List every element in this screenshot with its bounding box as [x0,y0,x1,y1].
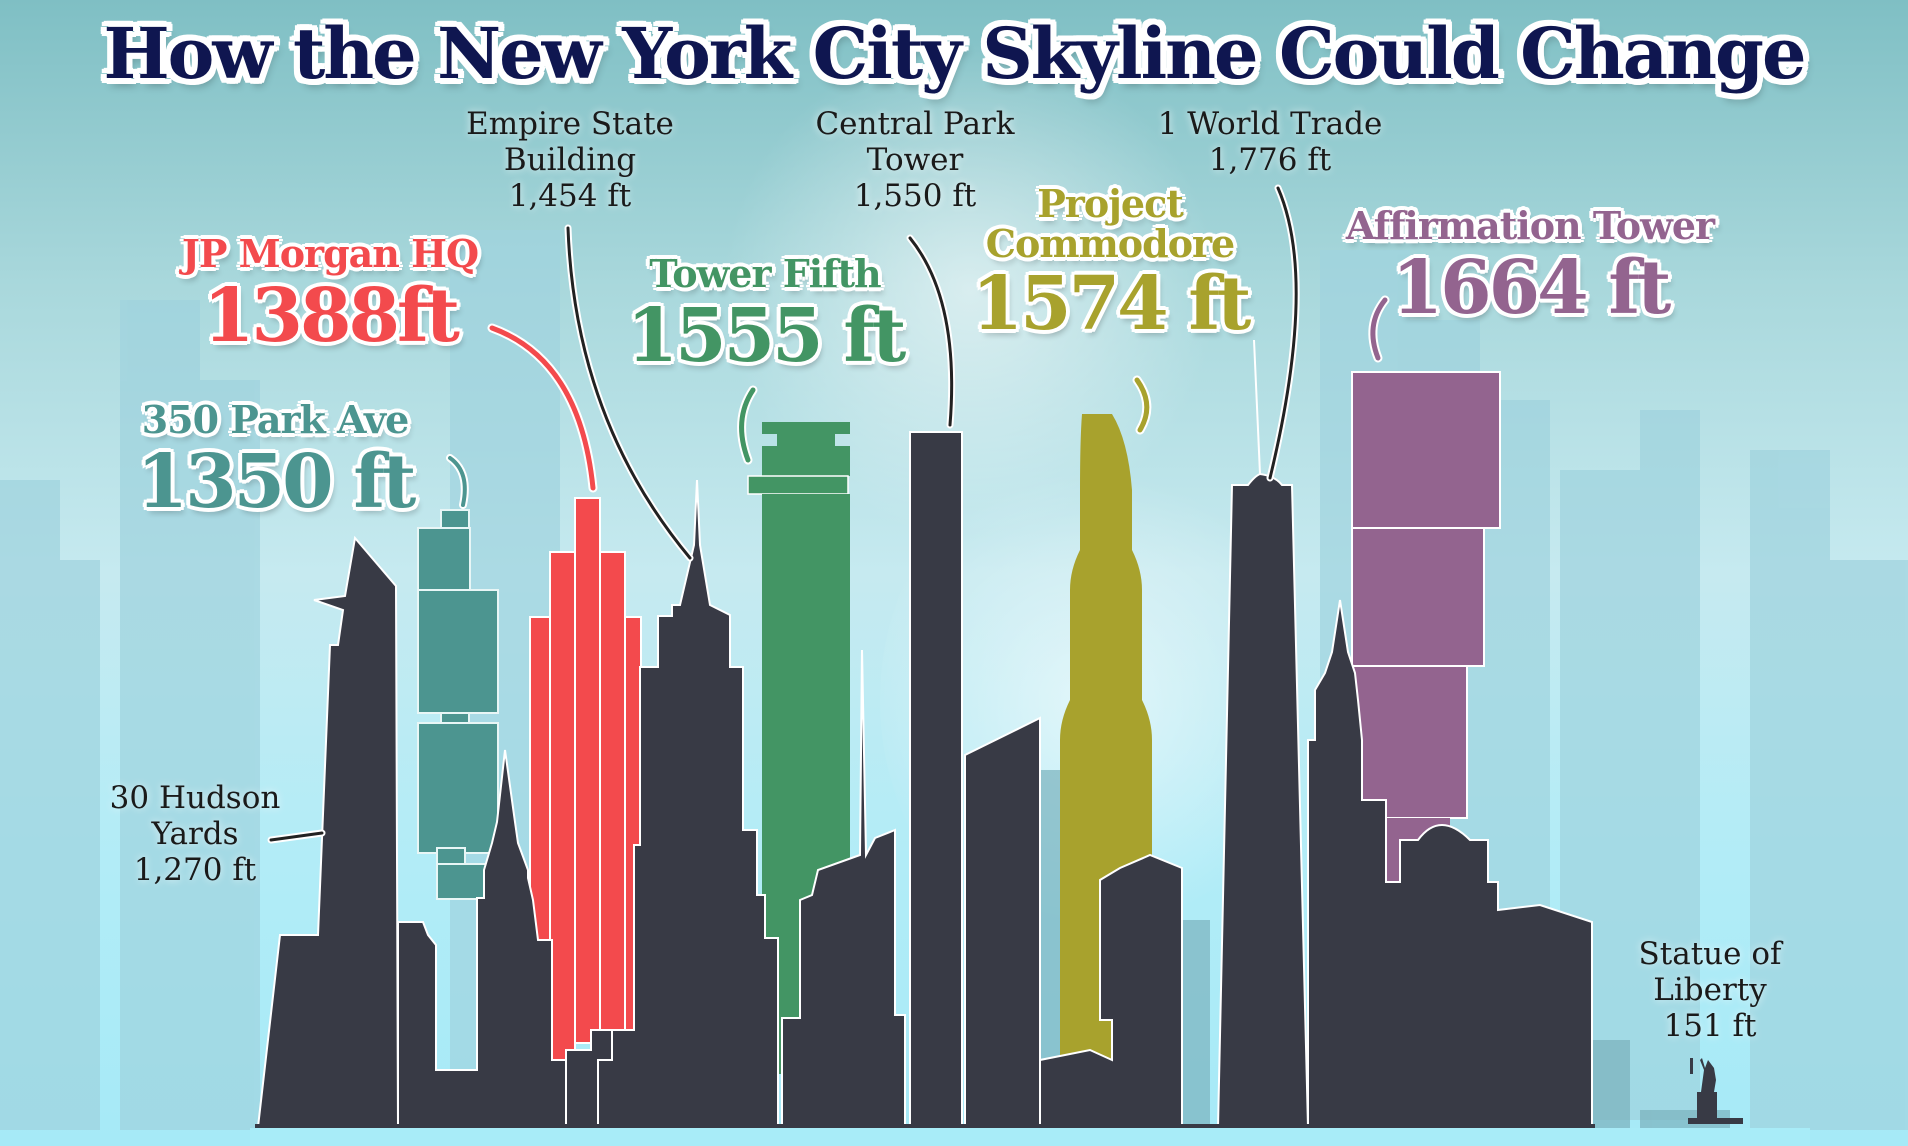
label-name-line2: Building [503,142,637,178]
label-height: 1664 ft [1391,245,1672,331]
label-name-line1: 1 World Trade [1157,106,1383,142]
label-name: JP Morgan HQ [181,231,479,276]
label-name-line2: Yards [151,816,239,852]
label-jp-morgan-hq: JP Morgan HQ 1388ft [150,231,510,359]
label-height: 1350 ft [136,439,417,525]
label-tower-fifth: Tower Fifth 1555 ft [610,251,920,379]
label-central-park-tower: Central Park Tower 1,550 ft [790,106,1040,214]
building-350-park-ave [417,509,499,900]
label-name-line2: Tower [866,142,964,178]
building-central-park-tower [909,431,963,1128]
label-affirmation-tower: Affirmation Tower 1664 ft [1310,203,1750,331]
label-name-line1: Project [1037,181,1184,226]
label-height: 151 ft [1663,1008,1757,1044]
pointer-lines [267,184,1390,844]
building-jp-morgan-hq [529,497,642,1098]
label-name-line1: Statue of [1638,936,1782,972]
label-height: 1,776 ft [1208,142,1332,178]
label-350-park-ave: 350 Park Ave 1350 ft [95,397,455,525]
label-name: Tower Fifth [649,251,881,296]
label-name-line1: Central Park [815,106,1015,142]
label-name-line1: 30 Hudson [109,780,281,816]
water [250,1128,1810,1146]
label-name: 350 Park Ave [141,397,410,442]
label-name-line2: Liberty [1653,972,1767,1008]
label-statue-of-liberty: Statue of Liberty 151 ft [1610,936,1810,1044]
label-empire-state: Empire State Building 1,454 ft [440,106,700,214]
label-height: 1388ft [203,273,460,359]
label-height: 1,454 ft [508,178,632,214]
label-name-line1: Empire State [466,106,674,142]
label-height: 1555 ft [626,293,907,379]
page-title: How the New York City Skyline Could Chan… [103,12,1807,95]
statue-of-liberty [1688,1058,1743,1124]
label-height: 1,550 ft [853,178,977,214]
label-name-line2: Commodore [985,221,1235,266]
building-30-hudson-yards [256,535,400,1128]
building-1-world-trade [1216,339,1310,1128]
label-project-commodore: Project Commodore 1574 ft [960,181,1260,347]
label-height: 1574 ft [971,261,1252,347]
existing-buildings [256,339,1593,1128]
label-height: 1,270 ft [133,852,257,888]
label-name: Affirmation Tower [1345,203,1715,248]
building-empire-state [597,479,779,1128]
label-1-world-trade: 1 World Trade 1,776 ft [1130,106,1410,178]
ground-line [255,1124,1595,1128]
label-30-hudson-yards: 30 Hudson Yards 1,270 ft [75,780,315,888]
